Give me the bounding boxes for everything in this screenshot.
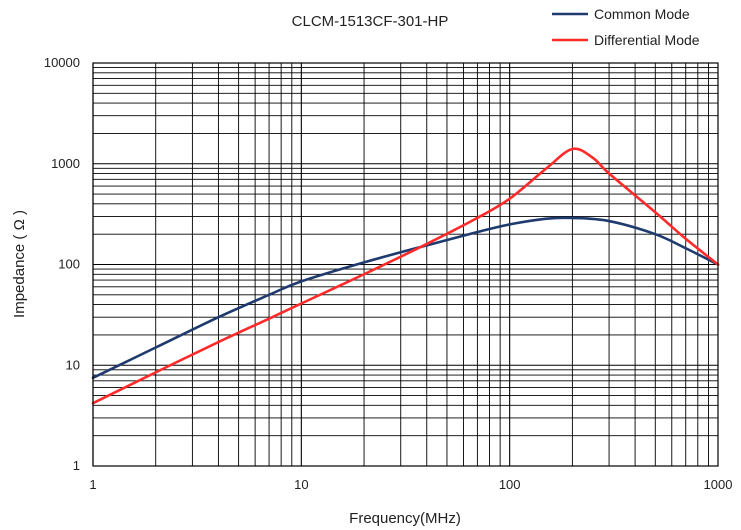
chart-title: CLCM-1513CF-301-HP: [292, 13, 449, 30]
y-tick-label: 1: [73, 458, 80, 473]
y-tick-label: 1000: [51, 156, 80, 171]
x-tick-label: 100: [499, 477, 521, 492]
plot-frame: [92, 62, 719, 467]
x-tick-label: 1: [89, 477, 96, 492]
grid: [92, 63, 718, 467]
x-tick-label: 1000: [704, 477, 733, 492]
legend-label-differential-mode: Differential Mode: [594, 32, 700, 48]
x-axis-label: Frequency(MHz): [349, 510, 461, 527]
y-axis-label: Impedance ( Ω ): [11, 210, 28, 318]
legend-label-common-mode: Common Mode: [594, 6, 690, 22]
y-tick-label: 100: [58, 257, 80, 272]
series-layer: [91, 147, 720, 405]
tick-labels: 1 10 100 1000 1 10 100 1000 10000: [44, 55, 733, 492]
series-line-common-mode: [91, 216, 720, 380]
y-tick-label: 10: [66, 357, 80, 372]
y-tick-label: 10000: [44, 55, 80, 70]
series-line-differential-mode: [91, 147, 720, 405]
legend: Common Mode Differential Mode: [552, 6, 700, 48]
x-tick-label: 10: [294, 477, 308, 492]
